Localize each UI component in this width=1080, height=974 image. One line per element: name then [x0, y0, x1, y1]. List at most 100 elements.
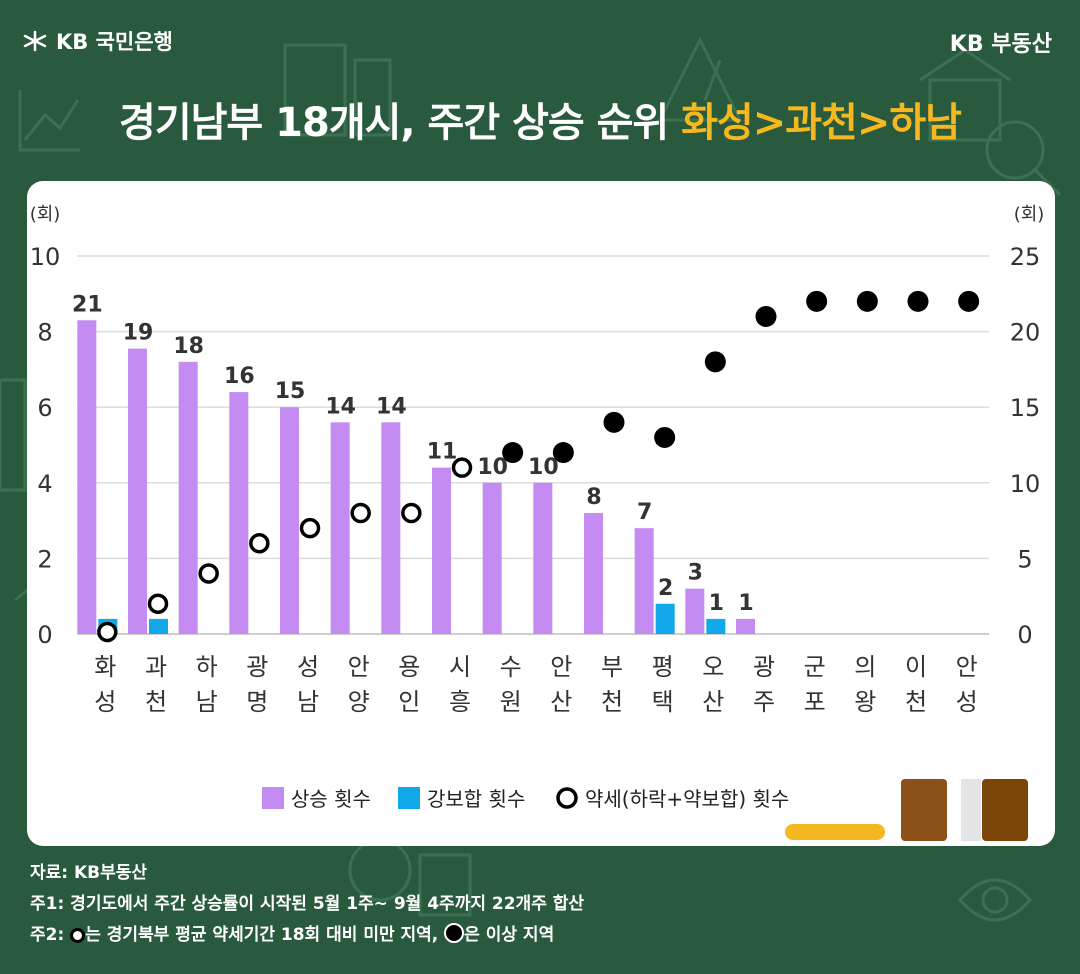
- strong-value-label: 1: [709, 591, 724, 616]
- category-label: 부: [601, 653, 623, 681]
- footnote-1: 주1: 경기도에서 주간 상승률이 시작된 5월 1주~ 9월 4주까지 22개…: [30, 894, 585, 914]
- category-label: 광: [753, 653, 775, 681]
- category-label: 인: [398, 688, 420, 716]
- category-label: 과: [145, 653, 167, 681]
- category-label: 천: [905, 688, 927, 716]
- rise-value-label: 18: [173, 334, 204, 359]
- weak-point-open: [350, 502, 371, 524]
- category-label: 원: [500, 688, 522, 716]
- rise-bar: [381, 422, 401, 634]
- category-label: 산: [702, 688, 724, 716]
- rise-value-label: 7: [637, 500, 652, 525]
- weak-point-filled: [907, 290, 929, 312]
- rise-bar: [685, 588, 705, 634]
- rise-bar: [533, 482, 553, 634]
- left-tick-label: 6: [37, 394, 52, 422]
- category-label: 천: [145, 688, 167, 716]
- legend-label-weak: 약세(하락+약보합) 횟수: [585, 787, 789, 811]
- category-label: 천: [601, 688, 623, 716]
- strong-bar: [655, 603, 675, 634]
- weak-point-filled: [958, 290, 980, 312]
- weak-point-filled: [755, 305, 777, 327]
- rise-value-label: 16: [224, 364, 255, 389]
- rise-value-label: 14: [376, 394, 407, 419]
- left-tick-label: 10: [30, 243, 61, 271]
- footnote-2-mid: 는 경기북부 평균 약세기간 18회 대비 미만 지역,: [85, 925, 445, 945]
- category-label: 오: [702, 653, 724, 681]
- right-tick-label: 20: [1010, 319, 1041, 347]
- rise-bar: [128, 348, 147, 634]
- weak-point-filled: [552, 442, 574, 464]
- right-axis-unit: (회): [1014, 204, 1045, 225]
- weak-point-open: [451, 457, 473, 478]
- category-label: 양: [348, 688, 370, 716]
- left-axis-unit: (회): [30, 204, 61, 225]
- rise-bar: [178, 361, 198, 634]
- footnote-2-prefix: 주2:: [30, 925, 71, 945]
- weak-point-filled: [806, 290, 828, 312]
- right-tick-label: 5: [1017, 545, 1032, 573]
- legend-label-rise: 상승 횟수: [291, 787, 371, 811]
- weak-point-open: [401, 502, 422, 524]
- rise-bar: [432, 467, 451, 634]
- rise-value-label: 8: [586, 485, 601, 510]
- rise-value-label: 3: [688, 561, 703, 586]
- category-label: 흥: [449, 688, 471, 716]
- weak-point-open: [198, 563, 219, 584]
- rise-bar: [330, 422, 350, 634]
- strong-bar: [149, 618, 168, 634]
- strong-value-label: 2: [658, 576, 673, 601]
- rise-value-label: 11: [427, 440, 458, 465]
- category-label: 안: [956, 653, 978, 681]
- left-tick-label: 0: [37, 621, 52, 649]
- decorative-bookshelf: [785, 779, 1028, 841]
- category-label: 남: [297, 688, 319, 716]
- category-label: 용: [398, 653, 420, 681]
- legend-marker-weak: [556, 787, 578, 809]
- category-label: 택: [652, 688, 674, 716]
- weak-point-open: [299, 517, 321, 539]
- category-label: 하: [196, 653, 218, 681]
- footnote-2-suffix: 은 이상 지역: [464, 925, 555, 945]
- right-tick-label: 25: [1010, 243, 1041, 271]
- star-icon: [23, 30, 47, 52]
- rise-value-label: 1: [738, 591, 753, 616]
- chart-card: 21 19 18 16 15 14 14 11 10 10 8 7 2 3 1 1 0 2 4 6 8 10 0 5 10 15…: [27, 181, 1055, 846]
- legend-swatch-rise: [262, 787, 284, 809]
- category-label: 안: [550, 653, 572, 681]
- rise-value-label: 10: [477, 455, 508, 480]
- category-label: 수: [500, 653, 522, 681]
- category-label: 의: [854, 653, 876, 681]
- category-label: 성: [956, 688, 978, 716]
- title-main: 경기남부 18개시, 주간 상승 순위: [119, 100, 682, 146]
- rise-value-label: 14: [325, 394, 356, 419]
- rise-bar: [482, 482, 502, 634]
- weak-point-filled: [856, 290, 878, 312]
- category-label: 시: [449, 653, 471, 681]
- rise-bar: [634, 528, 654, 634]
- source-note: 자료: KB부동산: [30, 863, 148, 883]
- weak-point-open: [147, 593, 169, 615]
- legend-swatch-strong: [398, 787, 420, 809]
- category-label: 왕: [854, 688, 876, 716]
- category-label: 군: [804, 653, 826, 681]
- kb-bank-logo: KB 국민은행: [22, 26, 173, 56]
- category-label: 남: [196, 688, 218, 716]
- weak-point-filled: [654, 426, 676, 448]
- bank-brand-text: KB 국민은행: [56, 30, 173, 54]
- rise-value-label: 21: [72, 292, 103, 317]
- category-label: 안: [348, 653, 370, 681]
- page-title: 경기남부 18개시, 주간 상승 순위 화성>과천>하남: [0, 90, 1080, 148]
- left-tick-label: 8: [37, 319, 52, 347]
- left-tick-label: 2: [37, 545, 52, 573]
- footnote-2: 주2: 는 경기북부 평균 약세기간 18회 대비 미만 지역, 은 이상 지역: [30, 920, 554, 945]
- rise-bar: [280, 407, 299, 634]
- category-label: 산: [550, 688, 572, 716]
- filled-circle-icon: [444, 923, 465, 943]
- weak-point-filled: [502, 442, 524, 464]
- title-highlight: 화성>과천>하남: [681, 100, 962, 146]
- category-label: 성: [297, 653, 319, 681]
- open-circle-icon: [70, 928, 86, 943]
- category-label: 이: [905, 653, 927, 681]
